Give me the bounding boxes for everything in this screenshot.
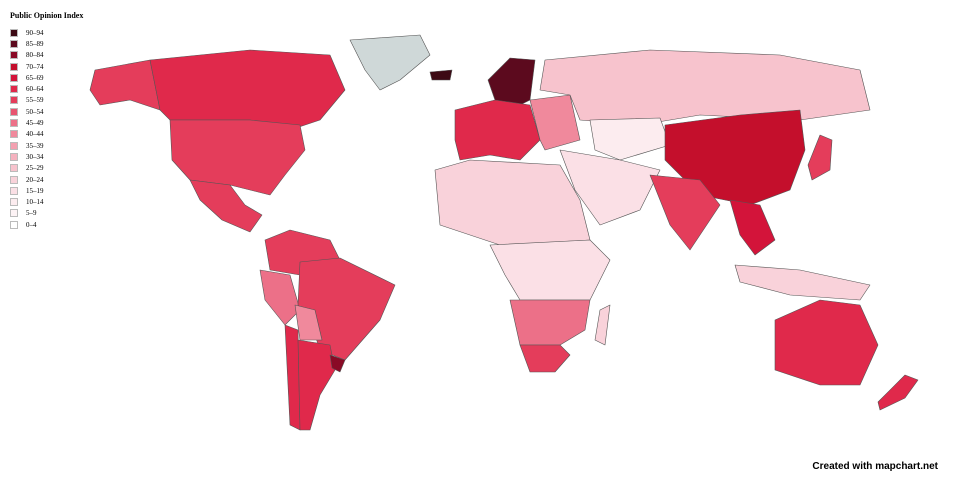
- legend-swatch: [10, 130, 18, 139]
- legend-label: 70–74: [26, 62, 44, 71]
- region-southeast-asia[interactable]: [729, 199, 776, 256]
- region-north-africa[interactable]: [434, 159, 591, 246]
- legend-item: 85–89: [10, 38, 83, 49]
- legend-label: 15–19: [26, 186, 44, 195]
- region-argentina[interactable]: [297, 339, 336, 431]
- legend-swatch: [10, 186, 18, 195]
- legend-item: 65–69: [10, 72, 83, 83]
- region-south-africa[interactable]: [519, 344, 571, 373]
- legend-item: 5–9: [10, 208, 83, 219]
- legend-item: 20–24: [10, 174, 83, 185]
- legend-swatch: [10, 107, 18, 116]
- legend-swatch: [10, 198, 18, 207]
- legend-label: 90–94: [26, 28, 44, 37]
- region-mexico[interactable]: [189, 179, 263, 233]
- region-japan[interactable]: [807, 134, 833, 181]
- legend-item: 45–49: [10, 117, 83, 128]
- legend-item: 0–4: [10, 219, 83, 230]
- legend-label: 10–14: [26, 198, 44, 207]
- legend-swatch: [10, 119, 18, 128]
- legend-item: 60–64: [10, 83, 83, 94]
- legend-swatch: [10, 220, 18, 229]
- legend-swatch: [10, 62, 18, 71]
- legend-label: 60–64: [26, 85, 44, 94]
- legend-label: 65–69: [26, 73, 44, 82]
- credit-text: Created with mapchart.net: [812, 461, 938, 472]
- legend-label: 30–34: [26, 152, 44, 161]
- legend-item: 40–44: [10, 129, 83, 140]
- legend-item: 30–34: [10, 151, 83, 162]
- legend-title: Public Opinion Index: [10, 11, 84, 20]
- legend-swatch: [10, 164, 18, 173]
- legend-swatch: [10, 39, 18, 48]
- legend-swatch: [10, 152, 18, 161]
- legend-swatch: [10, 51, 18, 60]
- legend-label: 50–54: [26, 107, 44, 116]
- region-new-zealand[interactable]: [877, 374, 919, 411]
- legend-label: 35–39: [26, 141, 44, 150]
- region-middle-east[interactable]: [559, 149, 661, 226]
- region-usa[interactable]: [169, 119, 306, 196]
- region-greenland[interactable]: [349, 34, 431, 91]
- region-iceland[interactable]: [429, 69, 453, 81]
- region-western-europe[interactable]: [454, 99, 541, 161]
- region-madagascar[interactable]: [594, 304, 611, 346]
- region-bolivia[interactable]: [294, 304, 323, 341]
- legend-label: 85–89: [26, 39, 44, 48]
- legend-swatch: [10, 28, 18, 37]
- legend-item: 70–74: [10, 61, 83, 72]
- region-russia[interactable]: [539, 49, 871, 126]
- legend-item: 25–29: [10, 163, 83, 174]
- legend: Public Opinion Index 90–94 85–89 80–84 70–7…: [10, 11, 83, 230]
- legend-swatch: [10, 96, 18, 105]
- region-eastern-europe[interactable]: [529, 94, 581, 151]
- region-southern-africa[interactable]: [509, 299, 591, 346]
- legend-item: 80–84: [10, 50, 83, 61]
- legend-label: 80–84: [26, 51, 44, 60]
- region-central-asia[interactable]: [589, 117, 671, 161]
- legend-item: 90–94: [10, 27, 83, 38]
- legend-item: 35–39: [10, 140, 83, 151]
- legend-swatch: [10, 73, 18, 82]
- legend-label: 20–24: [26, 175, 44, 184]
- region-canada[interactable]: [149, 49, 346, 131]
- region-peru[interactable]: [259, 269, 301, 326]
- legend-label: 45–49: [26, 119, 44, 128]
- region-uruguay[interactable]: [329, 354, 346, 373]
- region-alaska[interactable]: [89, 59, 161, 111]
- legend-label: 5–9: [26, 209, 37, 218]
- legend-label: 40–44: [26, 130, 44, 139]
- legend-item: 15–19: [10, 185, 83, 196]
- region-central-africa[interactable]: [489, 239, 611, 301]
- legend-label: 55–59: [26, 96, 44, 105]
- legend-swatch: [10, 85, 18, 94]
- legend-swatch: [10, 141, 18, 150]
- region-india[interactable]: [649, 174, 721, 251]
- legend-swatch: [10, 209, 18, 218]
- legend-item: 50–54: [10, 106, 83, 117]
- legend-label: 25–29: [26, 164, 44, 173]
- region-indonesia[interactable]: [734, 264, 871, 301]
- legend-item: 55–59: [10, 95, 83, 106]
- legend-item: 10–14: [10, 196, 83, 207]
- legend-label: 0–4: [26, 220, 37, 229]
- region-australia[interactable]: [774, 299, 879, 386]
- legend-swatch: [10, 175, 18, 184]
